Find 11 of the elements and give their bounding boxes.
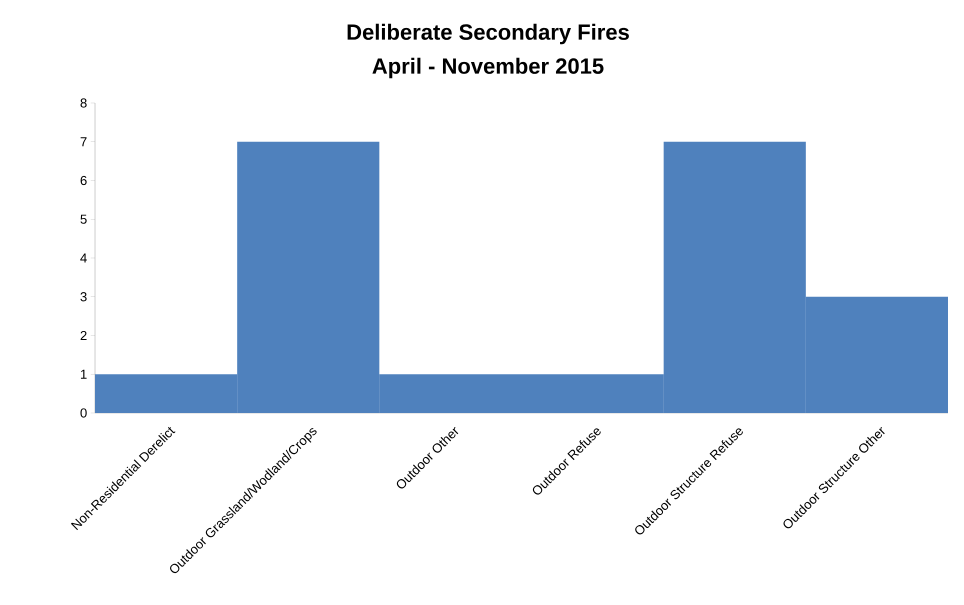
y-tick-label: 7 [80, 137, 87, 146]
y-tick-label: 5 [80, 214, 87, 224]
y-tick-label: 3 [80, 292, 87, 302]
chart-subtitle: April - November 2015 [372, 58, 604, 78]
y-tick-label: 4 [80, 254, 87, 262]
y-tick-label: 0 [80, 408, 87, 418]
y-tick-label: 8 [80, 98, 87, 108]
y-tick-label: 6 [80, 176, 87, 186]
y-tick-label: 1 [80, 370, 87, 379]
y-tick-label: 2 [80, 330, 87, 340]
chart-title: Deliberate Secondary Fires [348, 24, 629, 44]
